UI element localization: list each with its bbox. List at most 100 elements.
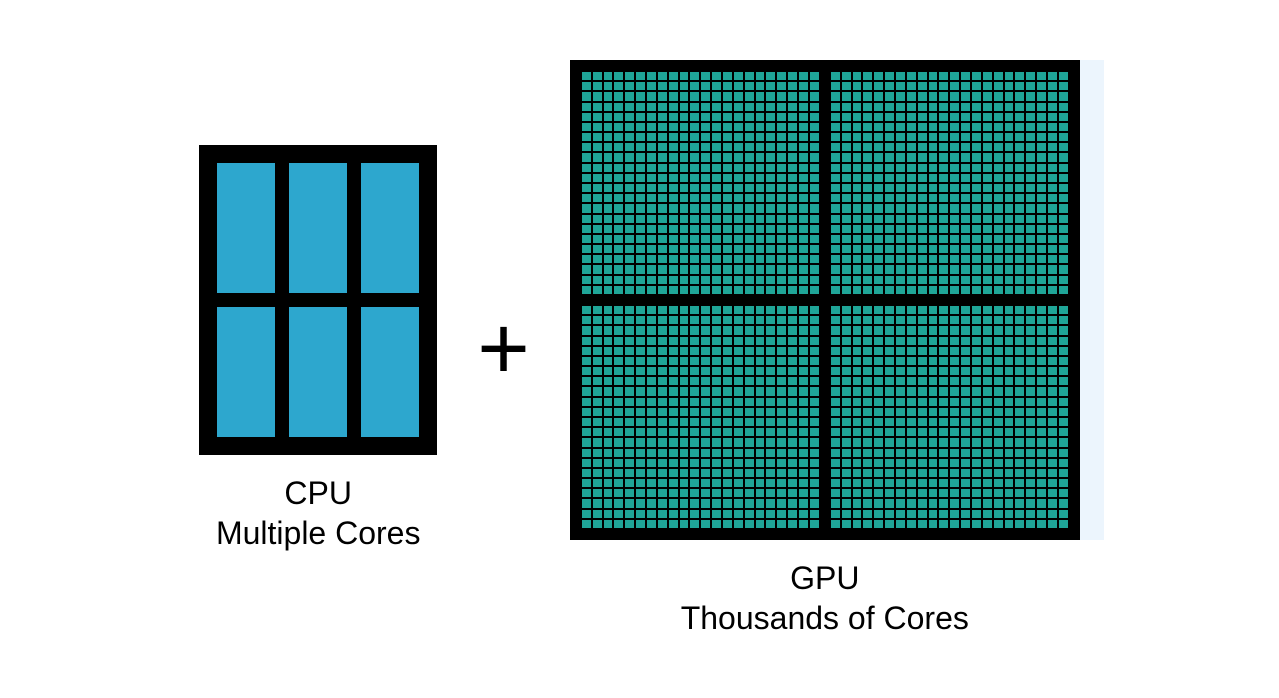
gpu-core (972, 510, 981, 518)
gpu-core (756, 265, 765, 273)
gpu-core (614, 82, 623, 90)
gpu-core (950, 398, 959, 406)
gpu-core (690, 408, 699, 416)
gpu-core (961, 235, 970, 243)
gpu-core (647, 459, 656, 467)
gpu-core (636, 245, 645, 253)
gpu-core (680, 387, 689, 395)
gpu-core (842, 347, 851, 355)
gpu-core (929, 215, 938, 223)
gpu-core (745, 520, 754, 528)
gpu-core (614, 387, 623, 395)
gpu-core (604, 428, 613, 436)
gpu-core (614, 469, 623, 477)
gpu-core (810, 306, 819, 314)
gpu-core (658, 143, 667, 151)
gpu-core (625, 418, 634, 426)
gpu-core (842, 225, 851, 233)
gpu-core (842, 316, 851, 324)
gpu-core (918, 347, 927, 355)
gpu-core (1059, 337, 1068, 345)
gpu-core (842, 428, 851, 436)
gpu-core (582, 489, 591, 497)
gpu-core (712, 82, 721, 90)
gpu-core (658, 235, 667, 243)
gpu-core (1015, 215, 1024, 223)
gpu-core (972, 92, 981, 100)
gpu-core (950, 204, 959, 212)
gpu-core (582, 469, 591, 477)
gpu-core (788, 510, 797, 518)
gpu-core (972, 489, 981, 497)
gpu-core (896, 469, 905, 477)
gpu-core (756, 438, 765, 446)
gpu-core (831, 133, 840, 141)
gpu-core (831, 194, 840, 202)
gpu-core (604, 418, 613, 426)
gpu-core (680, 255, 689, 263)
gpu-core (842, 72, 851, 80)
gpu-core (874, 82, 883, 90)
gpu-core (669, 255, 678, 263)
gpu-core (994, 276, 1003, 284)
gpu-core (712, 286, 721, 294)
gpu-core (907, 164, 916, 172)
gpu-core (788, 418, 797, 426)
gpu-core (766, 326, 775, 334)
gpu-core (593, 377, 602, 385)
gpu-core (842, 520, 851, 528)
gpu-core (766, 489, 775, 497)
gpu-core (582, 377, 591, 385)
gpu-core (950, 286, 959, 294)
gpu-core (680, 245, 689, 253)
gpu-core (777, 92, 786, 100)
gpu-core (1059, 408, 1068, 416)
gpu-core (690, 367, 699, 375)
gpu-core (593, 204, 602, 212)
gpu-core (701, 276, 710, 284)
gpu-core (918, 164, 927, 172)
gpu-core (1005, 265, 1014, 273)
gpu-core (777, 204, 786, 212)
gpu-core (972, 82, 981, 90)
gpu-core (1037, 153, 1046, 161)
gpu-chip-wrap (570, 60, 1080, 540)
gpu-core (929, 194, 938, 202)
gpu-core (745, 510, 754, 518)
gpu-core (1026, 103, 1035, 111)
gpu-core (766, 520, 775, 528)
gpu-core (983, 113, 992, 121)
gpu-core (874, 225, 883, 233)
gpu-core (961, 153, 970, 161)
gpu-core (929, 510, 938, 518)
gpu-core (939, 123, 948, 131)
gpu-core (1048, 469, 1057, 477)
gpu-core (614, 215, 623, 223)
gpu-core (874, 235, 883, 243)
gpu-core (961, 377, 970, 385)
gpu-core (745, 164, 754, 172)
gpu-core (929, 449, 938, 457)
gpu-core (874, 286, 883, 294)
gpu-core (842, 255, 851, 263)
gpu-core (907, 82, 916, 90)
gpu-core (690, 449, 699, 457)
gpu-core (625, 387, 634, 395)
gpu-core (604, 438, 613, 446)
gpu-core (853, 164, 862, 172)
gpu-core (593, 337, 602, 345)
gpu-core (972, 408, 981, 416)
gpu-core (647, 143, 656, 151)
gpu-core (766, 337, 775, 345)
gpu-core (885, 337, 894, 345)
gpu-core (745, 276, 754, 284)
gpu-core (853, 204, 862, 212)
gpu-core (810, 286, 819, 294)
diagram-container: CPU Multiple Cores + GPU Thousands of Co… (0, 0, 1279, 698)
gpu-core (625, 306, 634, 314)
gpu-core (788, 245, 797, 253)
gpu-core (1059, 265, 1068, 273)
gpu-core (810, 215, 819, 223)
gpu-core (961, 184, 970, 192)
gpu-core (625, 123, 634, 131)
